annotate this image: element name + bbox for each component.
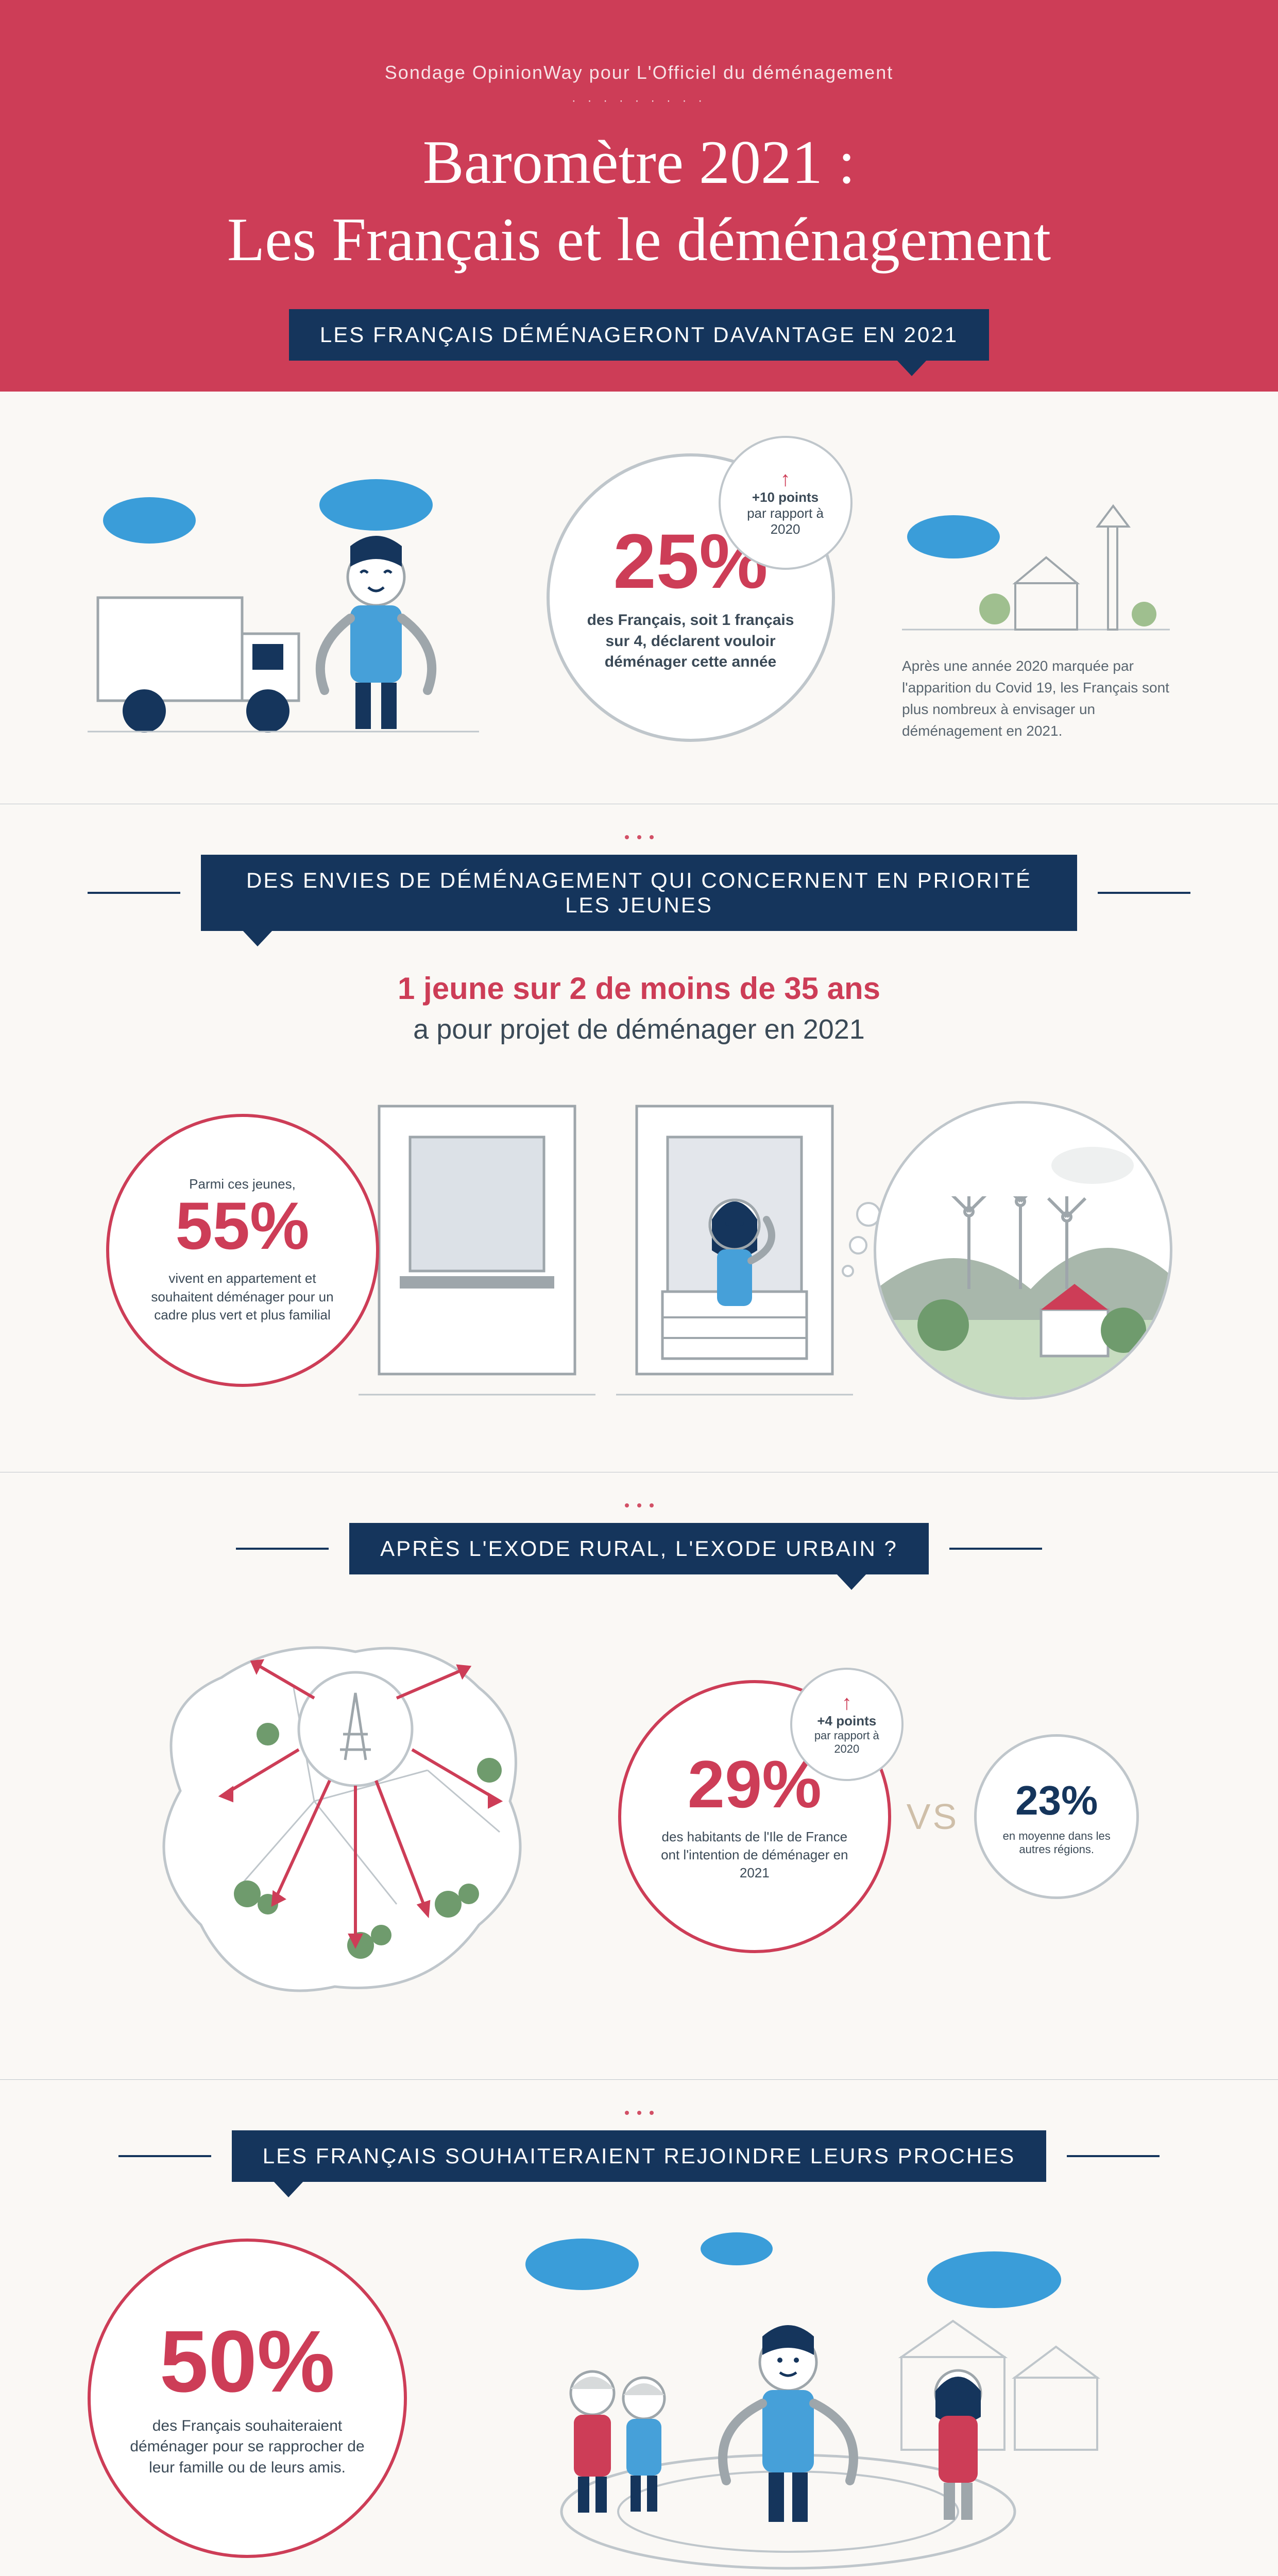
family-scene-icon <box>438 2223 1138 2573</box>
banner-tail-icon <box>896 360 927 376</box>
section3-delta-ref: par rapport à 2020 <box>803 1729 891 1756</box>
banner-tail-icon <box>242 930 273 946</box>
village-skyline-icon <box>902 506 1170 640</box>
banner-tail-icon <box>273 2181 304 2197</box>
section3-stat-value: 29% <box>688 1751 822 1818</box>
hero-supertitle: Sondage OpinionWay pour L'Officiel du dé… <box>41 62 1237 83</box>
section3-compare-desc: en moyenne dans les autres régions. <box>992 1829 1121 1856</box>
divider-dots-icon <box>88 1503 1190 1507</box>
section4-banner-text: LES FRANÇAIS SOUHAITERAIENT REJOINDRE LE… <box>263 2144 1015 2168</box>
hero-title-line1: Baromètre 2021 : <box>423 128 856 196</box>
section4-big-desc: des Français souhaiteraient déménager po… <box>122 2416 373 2479</box>
hero-header: Sondage OpinionWay pour L'Officiel du dé… <box>0 0 1278 392</box>
section1-delta-ref: par rapport à 2020 <box>731 505 840 537</box>
section2-stat-value: 55% <box>175 1192 309 1259</box>
section1-stat-desc: des Français, soit 1 français sur 4, déc… <box>581 610 801 673</box>
section3-delta-value: +4 points <box>817 1713 876 1729</box>
hero-title: Baromètre 2021 : Les Français et le démé… <box>41 124 1237 278</box>
section3-stat-circle: 29% des habitants de l'Ile de France ont… <box>618 1680 891 1953</box>
section1-context: Après une année 2020 marquée par l'appar… <box>902 655 1190 742</box>
section-1: 25% des Français, soit 1 français sur 4,… <box>0 392 1278 804</box>
section4-big-circle: 50% des Français souhaiteraient déménage… <box>88 2239 407 2558</box>
vs-label: VS <box>907 1796 959 1837</box>
section2-headline-strong: 1 jeune sur 2 de moins de 35 ans <box>398 971 880 1006</box>
section3-compare-value: 23% <box>1015 1777 1098 1824</box>
hero-title-line2: Les Français et le déménagement <box>227 205 1051 274</box>
section2-headline-rest: a pour projet de déménager en 2021 <box>413 1014 865 1045</box>
section-2: DES ENVIES DE DÉMÉNAGEMENT QUI CONCERNEN… <box>0 804 1278 1472</box>
section3-delta-badge: ↑ +4 points par rapport à 2020 <box>790 1668 904 1781</box>
section-4: LES FRANÇAIS SOUHAITERAIENT REJOINDRE LE… <box>0 2080 1278 2576</box>
section3-stat-desc: des habitants de l'Ile de France ont l'i… <box>652 1828 857 1882</box>
france-map-icon <box>139 1616 603 2018</box>
section2-headline: 1 jeune sur 2 de moins de 35 ans a pour … <box>88 967 1190 1049</box>
section-3: APRÈS L'EXODE RURAL, L'EXODE URBAIN ? <box>0 1472 1278 2080</box>
section2-stat-circle: Parmi ces jeunes, 55% vivent en appartem… <box>106 1114 379 1387</box>
section1-stat-circle: 25% des Français, soit 1 français sur 4,… <box>547 453 835 742</box>
arrow-up-icon: ↑ <box>842 1692 852 1713</box>
countryside-thought-icon <box>874 1101 1172 1400</box>
section3-banner: APRÈS L'EXODE RURAL, L'EXODE URBAIN ? <box>349 1523 929 1574</box>
section2-stat-desc: vivent en appartement et souhaitent démé… <box>140 1269 345 1324</box>
section1-delta-value: +10 points <box>752 489 819 505</box>
apartment-window-person-icon <box>616 1091 853 1410</box>
section1-delta-badge: ↑ +10 points par rapport à 2020 <box>719 436 853 570</box>
moving-truck-person-icon <box>88 474 479 742</box>
banner-tail-icon <box>836 1573 867 1590</box>
divider-dots-icon <box>88 835 1190 839</box>
thought-dots-icon <box>838 1183 879 1286</box>
section2-banner-text: DES ENVIES DE DÉMÉNAGEMENT QUI CONCERNEN… <box>246 868 1032 917</box>
section2-banner: DES ENVIES DE DÉMÉNAGEMENT QUI CONCERNEN… <box>201 855 1077 931</box>
section1-banner: LES FRANÇAIS DÉMÉNAGERONT DAVANTAGE EN 2… <box>289 309 989 361</box>
section3-banner-text: APRÈS L'EXODE RURAL, L'EXODE URBAIN ? <box>380 1536 898 1561</box>
section4-banner: LES FRANÇAIS SOUHAITERAIENT REJOINDRE LE… <box>232 2130 1046 2182</box>
hero-dots-icon: · · · · · · · · · <box>41 94 1237 108</box>
dash-left-icon <box>88 892 180 894</box>
section4-big-value: 50% <box>160 2318 335 2405</box>
arrow-up-icon: ↑ <box>780 469 791 489</box>
dash-right-icon <box>1098 892 1190 894</box>
dash-left-icon <box>236 1548 329 1550</box>
apartment-window-1-icon <box>359 1091 595 1410</box>
dash-right-icon <box>949 1548 1042 1550</box>
section1-stat-desc-text: des Français, soit 1 français sur 4, déc… <box>587 612 794 670</box>
dash-left-icon <box>118 2155 211 2157</box>
dash-right-icon <box>1067 2155 1160 2157</box>
divider-dots-icon <box>88 2111 1190 2115</box>
section1-banner-text: LES FRANÇAIS DÉMÉNAGERONT DAVANTAGE EN 2… <box>320 323 958 347</box>
section3-compare-circle: 23% en moyenne dans les autres régions. <box>974 1734 1139 1899</box>
